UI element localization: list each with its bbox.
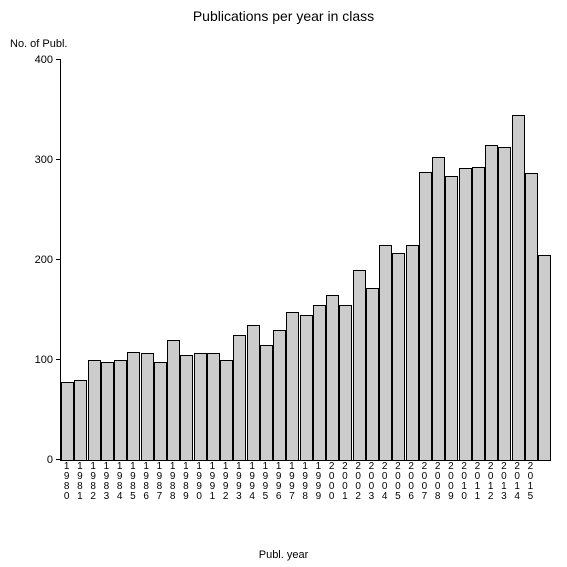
bar: [167, 340, 180, 460]
chart-title: Publications per year in class: [0, 8, 567, 24]
y-tick-label: 400: [23, 54, 61, 66]
x-tick-label: 1998: [299, 462, 312, 502]
bar: [472, 167, 485, 460]
bar: [74, 380, 87, 460]
x-tick-label: 2004: [378, 462, 391, 502]
x-tick-label: 1993: [232, 462, 245, 502]
bar: [207, 353, 220, 460]
y-tick-label: 100: [23, 354, 61, 366]
bar: [432, 157, 445, 460]
bar: [194, 353, 207, 460]
x-tick-label: 2008: [431, 462, 444, 502]
x-tick-label: 2005: [391, 462, 404, 502]
bar: [127, 352, 140, 460]
bar: [326, 295, 339, 460]
bar: [512, 115, 525, 460]
x-tick-label: 1985: [126, 462, 139, 502]
bar: [180, 355, 193, 460]
bar: [220, 360, 233, 460]
bar: [419, 172, 432, 460]
bar: [61, 382, 74, 460]
x-tick-label: [537, 462, 550, 502]
bar: [485, 145, 498, 460]
x-tick-label: 2001: [338, 462, 351, 502]
x-tick-label: 2002: [352, 462, 365, 502]
x-tick-label: 1989: [179, 462, 192, 502]
x-tick-label: 1982: [87, 462, 100, 502]
x-tick-label: 2014: [511, 462, 524, 502]
x-tick-label: 1990: [193, 462, 206, 502]
bar: [273, 330, 286, 460]
x-tick-label: 1983: [100, 462, 113, 502]
x-tick-label: 2009: [444, 462, 457, 502]
y-tick-label: 200: [23, 254, 61, 266]
bar: [114, 360, 127, 460]
bar: [141, 353, 154, 460]
bar: [233, 335, 246, 460]
x-ticks: 1980198119821983198419851986198719881989…: [60, 462, 550, 502]
x-tick-label: 1991: [206, 462, 219, 502]
x-tick-label: 1981: [73, 462, 86, 502]
x-tick-label: 1992: [219, 462, 232, 502]
bar: [353, 270, 366, 460]
bar: [247, 325, 260, 460]
y-axis-label: No. of Publ.: [10, 38, 67, 50]
x-tick-label: 1996: [272, 462, 285, 502]
x-tick-label: 2003: [365, 462, 378, 502]
bar: [313, 305, 326, 460]
bar: [538, 255, 551, 460]
bar: [498, 147, 511, 460]
x-tick-label: 1999: [312, 462, 325, 502]
bar: [260, 345, 273, 460]
x-tick-label: 2010: [458, 462, 471, 502]
x-tick-label: 2006: [405, 462, 418, 502]
x-axis-label: Publ. year: [0, 549, 567, 561]
x-tick-label: 2011: [471, 462, 484, 502]
bar: [445, 176, 458, 460]
y-tick-label: 300: [23, 154, 61, 166]
y-tick-label: 0: [23, 454, 61, 466]
plot-area: 0100200300400: [60, 60, 551, 461]
x-tick-label: 1980: [60, 462, 73, 502]
bar: [88, 360, 101, 460]
x-tick-label: 1997: [285, 462, 298, 502]
x-tick-label: 1984: [113, 462, 126, 502]
x-tick-label: 2007: [418, 462, 431, 502]
x-tick-label: 2015: [524, 462, 537, 502]
x-tick-label: 2012: [484, 462, 497, 502]
bar: [406, 245, 419, 460]
x-tick-label: 1994: [246, 462, 259, 502]
bar: [379, 245, 392, 460]
bar: [300, 315, 313, 460]
bar: [154, 362, 167, 460]
bar: [392, 253, 405, 460]
bar: [525, 173, 538, 460]
x-tick-label: 2000: [325, 462, 338, 502]
x-tick-label: 1986: [140, 462, 153, 502]
bar: [101, 362, 114, 460]
x-tick-label: 1995: [259, 462, 272, 502]
x-tick-label: 1988: [166, 462, 179, 502]
bar: [339, 305, 352, 460]
x-tick-label: 2013: [497, 462, 510, 502]
bar: [286, 312, 299, 460]
bar: [366, 288, 379, 460]
chart-container: Publications per year in class No. of Pu…: [0, 0, 567, 567]
bar: [459, 168, 472, 460]
bars-group: [61, 60, 551, 460]
x-tick-label: 1987: [153, 462, 166, 502]
